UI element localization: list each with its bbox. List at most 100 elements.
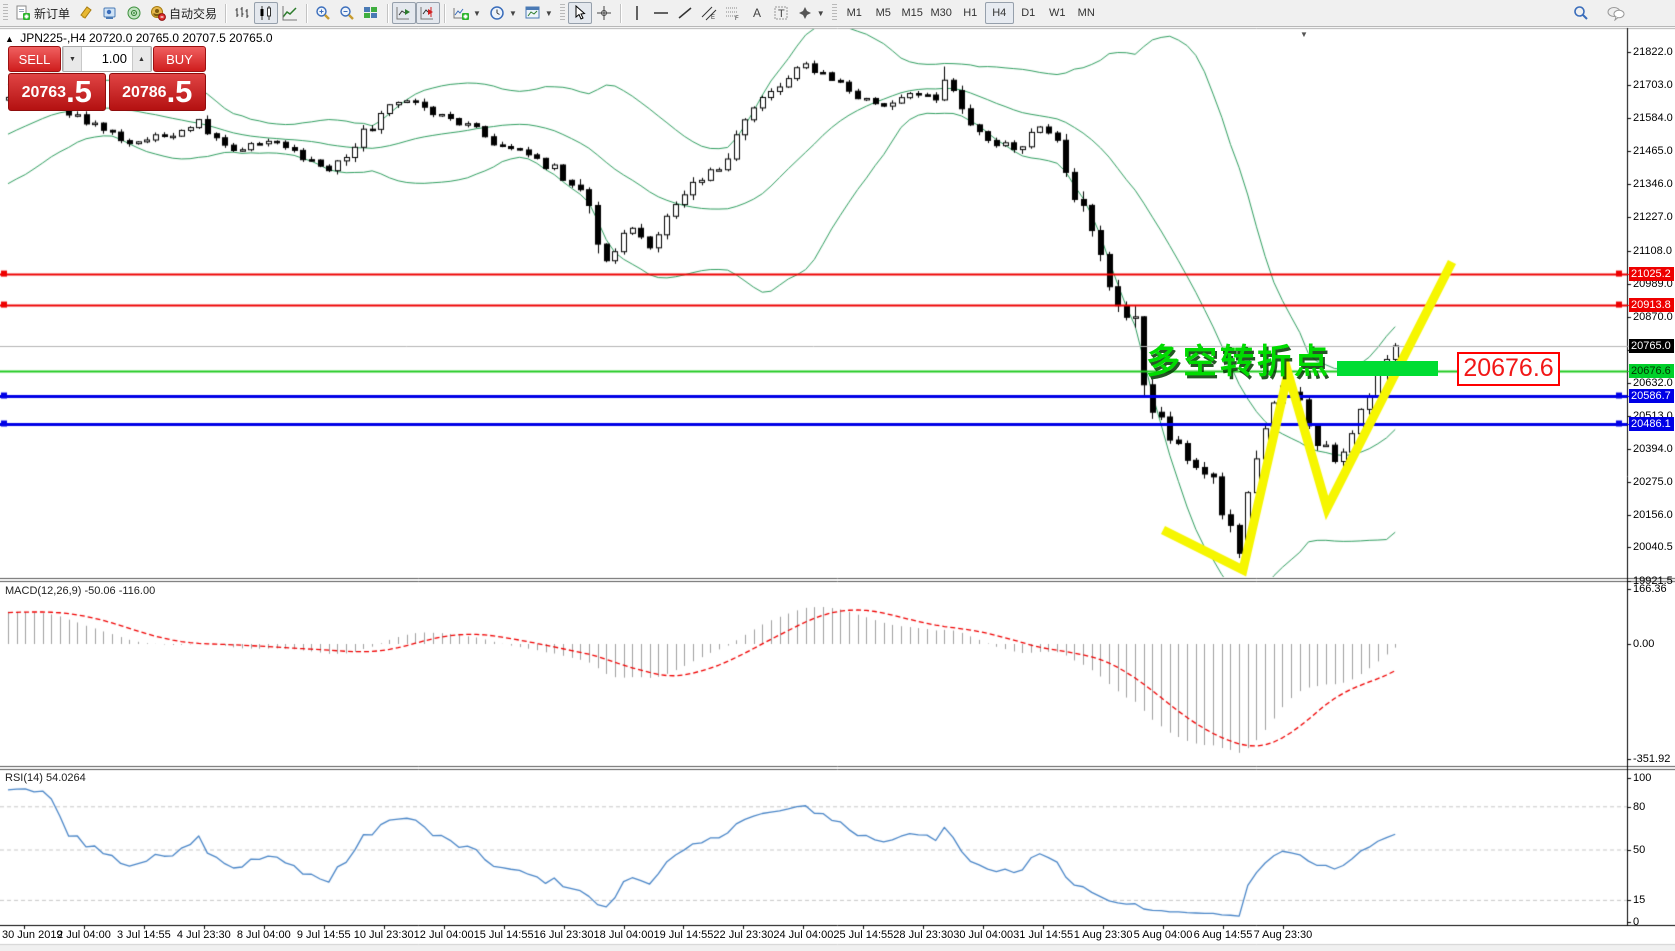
sell-price-display[interactable]: 20763 .5	[8, 73, 106, 111]
price-callout-box[interactable]: 20676.6	[1457, 352, 1560, 386]
timeframe-button-m1[interactable]: M1	[846, 7, 862, 19]
time-axis-label: 24 Jul 04:00	[773, 929, 834, 941]
price-axis-tick: 21703.0	[1633, 79, 1673, 92]
market-watch-button[interactable]	[98, 2, 122, 24]
auto-trading-icon	[150, 5, 166, 21]
chart-shift-button[interactable]	[416, 2, 441, 24]
time-axis-label: 3 Jul 14:55	[116, 929, 171, 941]
green-highlight-bar[interactable]	[1337, 361, 1438, 376]
channel-tool-button[interactable]: E	[697, 2, 721, 24]
line-chart-button[interactable]	[278, 2, 302, 24]
price-level-badge: 21025.2	[1629, 266, 1674, 281]
tile-windows-button[interactable]	[359, 2, 383, 24]
periods-caret-icon: ▼	[508, 8, 517, 18]
crosshair-tool-button[interactable]	[592, 2, 616, 24]
time-axis-label: 15 Jul 14:55	[473, 929, 534, 941]
shapes-caret-icon: ▼	[816, 8, 825, 18]
bar-chart-button[interactable]	[230, 2, 254, 24]
cursor-icon	[572, 5, 588, 21]
rsi-axis-tick: 50	[1633, 844, 1646, 856]
chat-button[interactable]	[1603, 2, 1629, 24]
sell-button[interactable]: SELL	[8, 46, 61, 72]
text-label-tool-button[interactable]: T	[769, 2, 793, 24]
search-button[interactable]	[1569, 2, 1593, 24]
macd-axis-tick: 166.36	[1633, 583, 1667, 596]
crosshair-icon	[596, 5, 612, 21]
svg-text:F: F	[735, 16, 739, 21]
bar-chart-icon	[234, 5, 250, 21]
zoom-out-button[interactable]	[335, 2, 359, 24]
macd-axis-tick: -351.92	[1633, 753, 1671, 766]
periods-clock-icon	[489, 5, 505, 21]
channel-icon: E	[701, 5, 717, 21]
macd-axis-tick: 0.00	[1633, 638, 1655, 650]
auto-scroll-icon	[396, 5, 412, 21]
text-tool-button[interactable]: A	[745, 2, 769, 24]
price-level-badge: 20676.6	[1629, 363, 1674, 378]
signals-button[interactable]	[122, 2, 146, 24]
volume-decrease-button[interactable]: ▼	[63, 47, 82, 71]
timeframe-button-m30[interactable]: M30	[930, 7, 952, 19]
vertical-line-tool-button[interactable]	[625, 2, 649, 24]
price-axis-tick: 21227.0	[1633, 211, 1673, 224]
price-axis-tick: 20870.0	[1633, 310, 1673, 323]
volume-stepper: ▼ 1.00 ▲	[62, 46, 152, 72]
price-axis-tick: 20394.0	[1633, 443, 1673, 456]
timeframe-button-h4[interactable]: H4	[984, 2, 1014, 24]
periods-button[interactable]: ▼	[485, 2, 521, 24]
indicators-button[interactable]: ▼	[449, 2, 485, 24]
time-axis-label: 18 Jul 04:00	[593, 929, 654, 941]
cursor-tool-button[interactable]	[567, 2, 592, 24]
buy-button[interactable]: BUY	[153, 46, 206, 72]
zoom-in-button[interactable]	[311, 2, 335, 24]
search-icon	[1573, 5, 1589, 21]
time-axis-label: 9 Jul 14:55	[296, 929, 351, 941]
price-level-badge: 20913.8	[1629, 297, 1674, 312]
timeframe-button-d1[interactable]: D1	[1021, 7, 1036, 19]
main-toolbar: 新订单 自动交易 ▼ ▼ ▼ E F A T ▼ M1 M5 M15 M30 H1 H4 D…	[0, 0, 1675, 27]
new-order-button[interactable]: 新订单	[11, 2, 74, 24]
toolbar-grip	[559, 4, 565, 22]
time-axis-label: 7 Aug 23:30	[1253, 929, 1313, 941]
auto-scroll-button[interactable]	[392, 2, 417, 24]
timeframe-button-m15[interactable]: M15	[901, 7, 923, 19]
svg-text:A: A	[753, 6, 761, 20]
text-label-icon: T	[773, 5, 789, 21]
shapes-tool-button[interactable]: ▼	[793, 2, 829, 24]
volume-input[interactable]: 1.00	[101, 51, 127, 66]
chat-icon	[1607, 5, 1625, 21]
fibonacci-tool-button[interactable]: F	[721, 2, 745, 24]
styles-icon	[78, 5, 94, 21]
time-axis-label: 6 Aug 14:55	[1193, 929, 1253, 941]
time-axis-label: 31 Jul 14:55	[1013, 929, 1074, 941]
price-axis-tick: 20156.0	[1633, 509, 1673, 522]
templates-button[interactable]: ▼	[521, 2, 557, 24]
symbol-period-label: JPN225-,H4	[20, 31, 86, 45]
timeframe-button-h1[interactable]: H1	[963, 7, 978, 19]
time-axis-label: 28 Jul 23:30	[893, 929, 954, 941]
price-axis-tick: 20632.0	[1633, 376, 1673, 389]
styles-button[interactable]	[74, 2, 98, 24]
price-level-badge: 20486.1	[1629, 416, 1674, 431]
horizontal-line-tool-button[interactable]	[649, 2, 673, 24]
candlestick-chart-button[interactable]	[254, 2, 279, 24]
timeframe-bar: M1 M5 M15 M30 H1 H4 D1 W1 MN	[840, 2, 1101, 24]
toolbar-grip	[3, 4, 8, 22]
time-axis-label: 8 Jul 04:00	[236, 929, 291, 941]
price-axis-tick: 21584.0	[1633, 112, 1673, 125]
rsi-axis-tick: 0	[1633, 916, 1640, 928]
auto-trading-button[interactable]: 自动交易	[146, 2, 221, 24]
ohlc-values: 20720.0 20765.0 20707.5 20765.0	[88, 31, 273, 45]
turning-point-annotation[interactable]: 多空转折点	[1146, 343, 1331, 381]
price-axis-tick: 21346.0	[1633, 178, 1673, 191]
trendline-tool-button[interactable]	[673, 2, 697, 24]
buy-price-display[interactable]: 20786 .5	[108, 73, 206, 111]
timeframe-button-w1[interactable]: W1	[1048, 7, 1066, 19]
volume-increase-button[interactable]: ▲	[132, 47, 151, 71]
shift-end-marker-icon: ▼	[1300, 30, 1308, 39]
buy-price-main: 20786	[122, 84, 167, 101]
timeframe-button-mn[interactable]: MN	[1077, 7, 1095, 19]
auto-trading-label: 自动交易	[169, 6, 218, 21]
timeframe-button-m5[interactable]: M5	[875, 7, 891, 19]
